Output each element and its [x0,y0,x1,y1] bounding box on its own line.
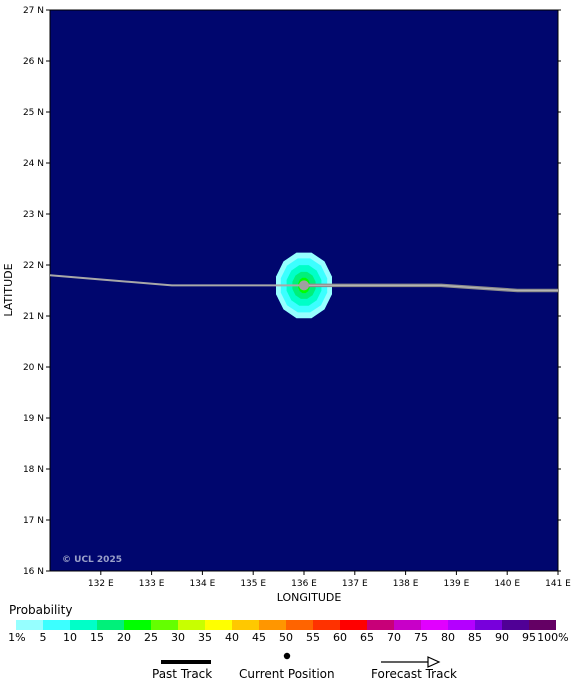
watermark: © UCL 2025 [62,555,122,565]
colorbar-segment [124,620,151,630]
lat-tick-label: 20 N [23,363,44,373]
lat-tick-label: 19 N [23,414,44,424]
lat-tick-label: 22 N [23,261,44,271]
colorbar-segment [529,620,556,630]
lon-tick-label: 132 E [88,579,114,589]
colorbar-label: 50 [279,631,293,644]
lat-tick-label: 27 N [23,6,44,16]
colorbar-segment [313,620,340,630]
probability-title: Probability [9,603,73,617]
colorbar-segment [421,620,448,630]
lat-tick-label: 21 N [23,312,44,322]
lon-tick-label: 140 E [494,579,520,589]
colorbar-label: 90 [495,631,509,644]
colorbar-label: 60 [333,631,347,644]
colorbar-label: 70 [387,631,401,644]
forecast-track-legend-arrow [381,656,441,668]
colorbar-label: 25 [144,631,158,644]
lon-tick-label: 137 E [342,579,368,589]
current-position-legend-label: Current Position [239,667,335,681]
y-axis-title: LATITUDE [2,263,15,316]
forecast-track-highlight [304,284,558,292]
past-track-line [49,274,304,287]
colorbar-segment [151,620,178,630]
x-axis-title: LONGITUDE [277,591,342,604]
lon-tick-label: 141 E [545,579,571,589]
lat-tick-label: 18 N [23,465,44,475]
lon-tick-label: 136 E [291,579,317,589]
colorbar-segment [259,620,286,630]
colorbar-label: 10 [63,631,77,644]
lon-tick-label: 135 E [240,579,266,589]
latitude-ticks: 27 N 26 N 25 N 24 N 23 N 22 N 21 N 20 N 19 N 18 N… [23,6,561,577]
colorbar-label: 30 [171,631,185,644]
colorbar-segment [178,620,205,630]
past-track-legend-line [161,660,211,664]
lat-tick-label: 26 N [23,57,44,67]
colorbar-label: 95 [522,631,536,644]
colorbar-label: 65 [360,631,374,644]
colorbar-segment [340,620,367,630]
colorbar-segment [286,620,313,630]
colorbar-label: 1% [8,631,26,644]
lon-tick-label: 138 E [393,579,419,589]
lon-tick-label: 133 E [139,579,165,589]
colorbar-segment [43,620,70,630]
colorbar-labels: 1% 5 10 15 20 25 30 35 40 45 50 55 60 65 70 75 80 85 90 95 1… [0,631,580,645]
colorbar-label: 80 [441,631,455,644]
colorbar-label: 5 [39,631,47,644]
lon-tick-label: 139 E [444,579,470,589]
lat-tick-label: 16 N [23,567,44,577]
colorbar-segment [16,620,43,630]
colorbar-segment [97,620,124,630]
colorbar-segment [70,620,97,630]
colorbar-label: 85 [468,631,482,644]
colorbar-label: 35 [198,631,212,644]
lat-tick-label: 25 N [23,108,44,118]
colorbar-label: 75 [414,631,428,644]
longitude-ticks: 132 E 133 E 134 E 135 E 136 E 137 E 138 E 139 E… [88,571,571,589]
storm-tracks [49,274,558,293]
forecast-track-legend-label: Forecast Track [371,667,457,681]
colorbar-segment [448,620,475,630]
strike-probability-map: 27 N 26 N 25 N 24 N 23 N 22 N 21 N 20 N 19 N 18 N… [2,6,571,604]
lat-tick-label: 17 N [23,516,44,526]
probability-colorbar [16,620,556,630]
current-position-marker [299,280,309,291]
current-position-legend-dot [283,652,291,660]
colorbar-segment [232,620,259,630]
colorbar-segment [502,620,529,630]
lon-tick-label: 134 E [190,579,216,589]
colorbar-label: 40 [225,631,239,644]
lat-tick-label: 23 N [23,210,44,220]
past-track-legend-label: Past Track [152,667,213,681]
colorbar-segment [205,620,232,630]
colorbar-label: 55 [306,631,320,644]
colorbar-label: 15 [90,631,104,644]
colorbar-segment [367,620,394,630]
colorbar-label: 45 [252,631,266,644]
colorbar-segment [475,620,502,630]
colorbar-segment [394,620,421,630]
colorbar-label: 100% [537,631,569,644]
lat-tick-label: 24 N [23,159,44,169]
colorbar-label: 20 [117,631,131,644]
